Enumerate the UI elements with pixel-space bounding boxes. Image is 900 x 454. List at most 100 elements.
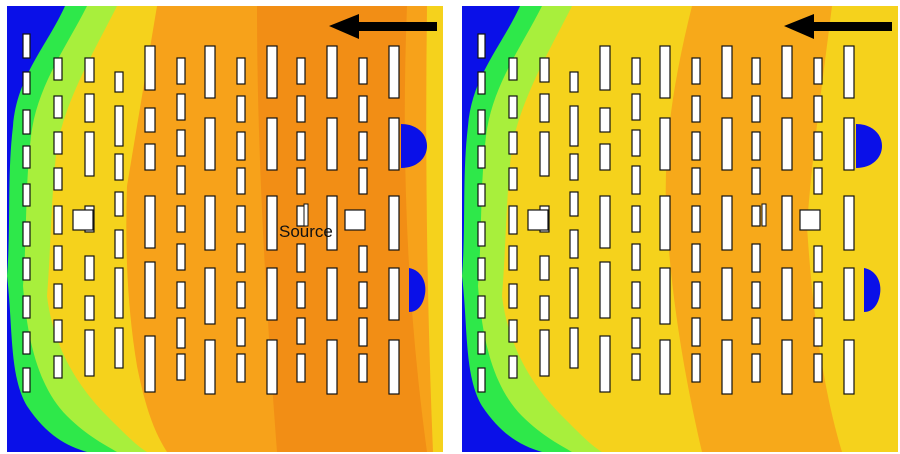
building xyxy=(84,131,95,177)
building xyxy=(176,129,186,157)
building xyxy=(477,331,486,355)
building xyxy=(22,221,31,247)
building xyxy=(176,281,186,309)
building xyxy=(326,267,338,321)
edge-yellow-band xyxy=(426,6,443,452)
building xyxy=(691,95,701,123)
building xyxy=(236,167,246,195)
square-building xyxy=(72,209,94,231)
building xyxy=(477,367,486,393)
building xyxy=(22,109,31,135)
building xyxy=(477,33,486,59)
building xyxy=(539,329,550,377)
building xyxy=(358,131,368,161)
building xyxy=(508,245,518,271)
concentration-map-right xyxy=(462,6,898,452)
building xyxy=(84,329,95,377)
building xyxy=(631,281,641,309)
building xyxy=(53,95,63,119)
building xyxy=(751,57,761,85)
building xyxy=(813,245,823,273)
building xyxy=(751,95,761,123)
building xyxy=(296,281,306,309)
building xyxy=(721,339,733,395)
building xyxy=(22,257,31,281)
building xyxy=(691,353,701,383)
edge-yellow-band xyxy=(852,6,898,452)
building xyxy=(691,281,701,309)
building xyxy=(176,353,186,381)
buildings xyxy=(22,33,400,395)
building xyxy=(53,245,63,271)
building xyxy=(659,195,671,251)
arrow-head xyxy=(329,14,359,39)
arrow-head xyxy=(784,14,814,39)
square-building xyxy=(344,209,366,231)
building xyxy=(477,71,486,95)
building xyxy=(236,205,246,233)
building xyxy=(236,353,246,383)
building xyxy=(599,195,611,249)
building xyxy=(296,57,306,85)
building xyxy=(631,165,641,195)
building xyxy=(204,117,216,171)
building xyxy=(691,205,701,233)
building xyxy=(326,195,338,251)
building xyxy=(813,167,823,195)
building xyxy=(204,195,216,251)
building xyxy=(204,339,216,395)
building xyxy=(569,153,579,181)
building xyxy=(296,317,306,345)
source-marker xyxy=(303,203,309,227)
source-label: Source xyxy=(279,222,333,241)
building xyxy=(176,317,186,349)
building xyxy=(751,167,761,195)
building xyxy=(721,117,733,171)
building xyxy=(721,267,733,321)
building xyxy=(22,71,31,95)
building xyxy=(781,45,793,99)
orange-band xyxy=(665,6,842,452)
building xyxy=(477,221,486,247)
building xyxy=(781,339,793,395)
building xyxy=(539,57,550,83)
building xyxy=(266,195,278,251)
building xyxy=(659,339,671,395)
building xyxy=(813,317,823,347)
building xyxy=(22,145,31,169)
building xyxy=(358,281,368,309)
building xyxy=(358,57,368,85)
building xyxy=(144,143,156,171)
building xyxy=(114,153,124,181)
building xyxy=(691,131,701,161)
concentration-map-left: Source xyxy=(7,6,443,452)
building xyxy=(114,229,124,259)
building xyxy=(813,57,823,85)
building xyxy=(599,261,611,319)
building xyxy=(84,57,95,83)
building xyxy=(751,243,761,273)
building xyxy=(813,281,823,309)
building xyxy=(631,353,641,381)
arrow-left-icon xyxy=(329,14,437,39)
building xyxy=(53,205,63,235)
plume-field-left xyxy=(7,6,443,452)
building xyxy=(691,167,701,195)
building xyxy=(477,295,486,319)
building xyxy=(114,71,124,93)
building xyxy=(721,45,733,99)
building xyxy=(477,183,486,207)
building xyxy=(114,327,124,369)
building xyxy=(53,355,63,379)
building xyxy=(204,267,216,325)
building xyxy=(296,95,306,123)
building xyxy=(326,117,338,171)
building xyxy=(569,191,579,217)
building xyxy=(813,95,823,123)
building xyxy=(236,281,246,309)
building xyxy=(508,319,518,343)
building xyxy=(84,295,95,321)
building xyxy=(236,243,246,273)
building xyxy=(326,45,338,99)
building xyxy=(508,131,518,155)
